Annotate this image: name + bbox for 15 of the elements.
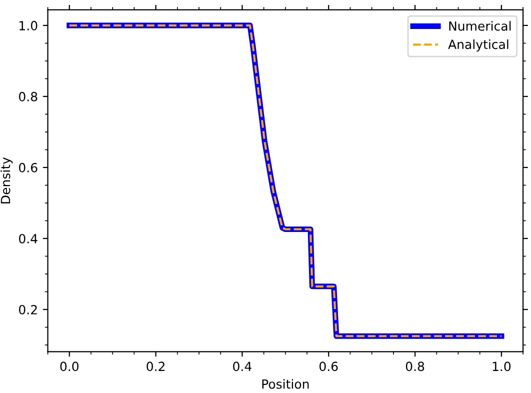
y-tick-label: 0.2 <box>19 304 37 314</box>
x-tick-label: 0.8 <box>406 362 424 372</box>
x-tick-label: 0.4 <box>233 362 252 372</box>
y-tick-label: 0.4 <box>19 234 38 244</box>
y-tick-label: 0.6 <box>19 162 38 172</box>
x-tick-label: 1.0 <box>492 362 511 372</box>
x-axis-title: Position <box>262 379 309 389</box>
legend-label: Numerical <box>449 21 511 31</box>
legend-label: Analytical <box>448 39 508 52</box>
y-tick-label: 1.0 <box>20 20 38 30</box>
y-tick-label: 0.8 <box>19 92 38 102</box>
y-axis-title: Density <box>0 157 13 204</box>
x-tick-label: 0.2 <box>146 362 164 372</box>
x-tick-label: 0.0 <box>60 362 78 372</box>
x-tick-label: 0.6 <box>320 362 338 372</box>
